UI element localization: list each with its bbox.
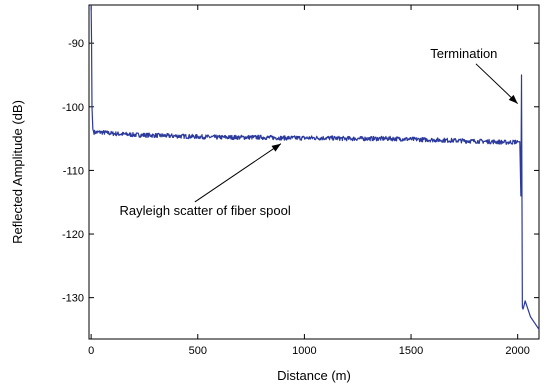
x-tick-label: 2000 (505, 345, 529, 357)
x-axis-title: Distance (m) (277, 368, 351, 383)
series-layer (90, 4, 540, 330)
x-tick-label: 0 (88, 345, 94, 357)
y-tick-label: -90 (68, 38, 84, 50)
y-tick-label: -110 (63, 165, 84, 177)
annotation-label: Rayleigh scatter of fiber spool (119, 203, 290, 218)
annotation-label: Termination (430, 46, 497, 61)
x-tick-label: 500 (189, 345, 207, 357)
y-axis-ticks: -90 -100 -110 -120 -130 (62, 38, 539, 305)
annotation-arrowhead (508, 94, 518, 104)
annotations: Termination Rayleigh scatter of fiber spo… (119, 46, 519, 218)
y-tick-label: -130 (62, 293, 84, 305)
annotation-arrow-line (194, 143, 282, 203)
x-tick-label: 1000 (292, 345, 316, 357)
y-tick-label: -120 (62, 229, 84, 241)
annotation-arrow-line (475, 63, 519, 104)
y-axis-title: Reflected Amplitude (dB) (10, 100, 25, 244)
annotation-arrowhead (271, 143, 281, 152)
series-line (90, 4, 540, 330)
x-tick-label: 1500 (399, 345, 423, 357)
plot-frame (88, 4, 540, 340)
y-tick-label: -100 (62, 102, 84, 114)
